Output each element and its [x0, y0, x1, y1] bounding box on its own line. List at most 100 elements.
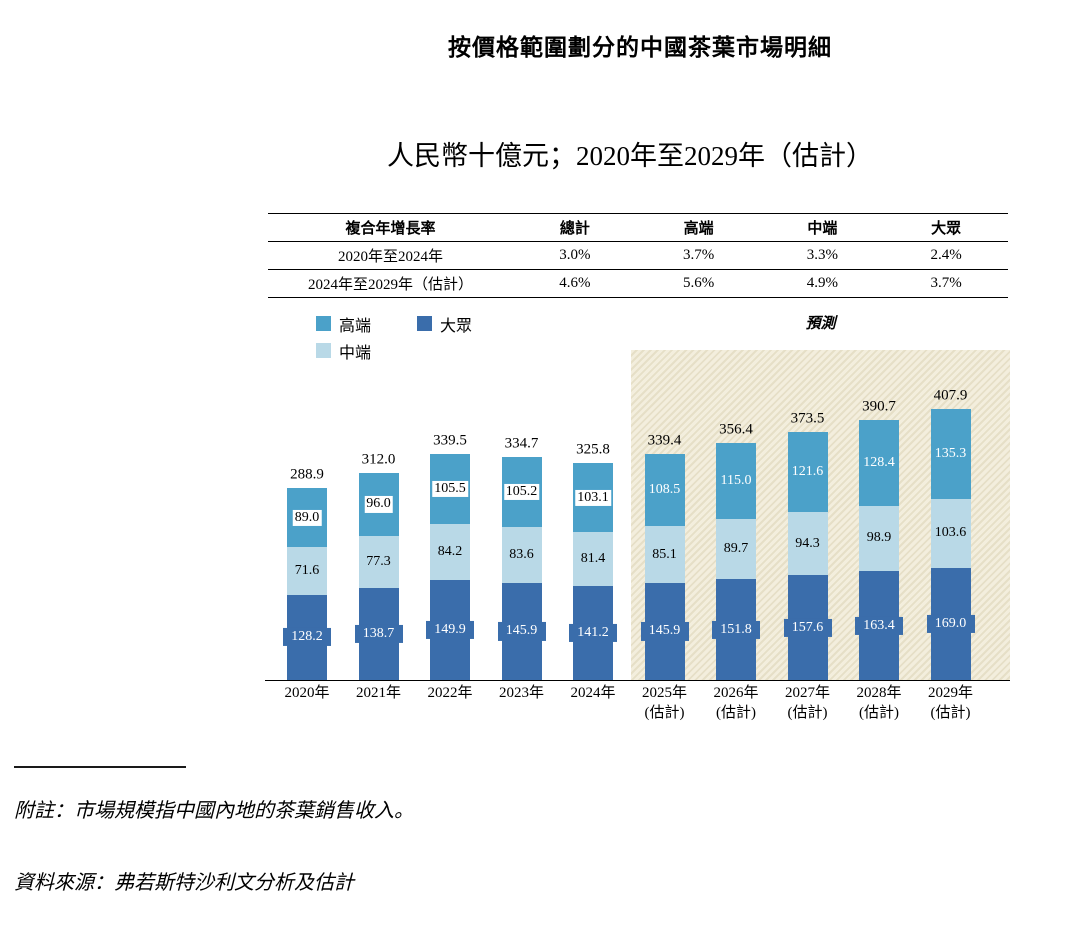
segment-value-label: 145.9: [640, 622, 689, 641]
legend-row-1: 高端 大眾: [316, 310, 518, 337]
segment-value-label: 135.3: [934, 445, 967, 461]
x-axis-label: 2027年 (估計): [784, 685, 830, 721]
forecast-label: 預測: [805, 316, 836, 332]
bar-total-label: 373.5: [790, 410, 825, 427]
cagr-table-header-row: 複合年增長率 總計 高端 中端 大眾: [268, 213, 1008, 242]
segment-value-label: 83.6: [509, 547, 534, 563]
bar-segment-mid: [358, 536, 399, 588]
bar-total-label: 407.9: [933, 387, 968, 404]
bar-segment-high: [859, 420, 899, 506]
cell-total: 4.6%: [559, 275, 591, 291]
x-axis-label: 2020年: [284, 685, 330, 701]
segment-value-label: 81.4: [580, 550, 606, 566]
segment-value-label: 138.7: [354, 624, 403, 643]
page-title: 按價格範圍劃分的中國茶葉市場明細: [448, 35, 832, 60]
segment-value-label: 89.0: [292, 509, 322, 526]
footnote-source: 資料來源：弗若斯特沙利文分析及估計: [14, 872, 354, 894]
cell-mass: 3.7%: [930, 275, 962, 291]
segment-value-label: 71.6: [294, 562, 320, 578]
cagr-table-row-2024-2029: 2024年至2029年（估計） 4.6% 5.6% 4.9% 3.7%: [268, 270, 1008, 298]
highend-swatch-icon: [316, 316, 331, 331]
cell-midend: 4.9%: [806, 275, 838, 291]
stacked-bar-chart: 128.2 71.6 89.0 288.9 138.7 77.3 96.0 312.0 149.…: [265, 350, 1010, 721]
x-axis-label: 2024年: [570, 685, 616, 701]
chart-subtitle: 人民幣十億元；2020年至2029年（估計）: [387, 141, 873, 171]
bar-total-label: 339.4: [647, 432, 682, 449]
bar-segment-mid: [287, 547, 327, 595]
bar-segment-high: [930, 408, 971, 499]
bar-total-label: 334.7: [504, 435, 539, 452]
bars-layer: 128.2 71.6 89.0 288.9 138.7 77.3 96.0 312.0 149.…: [265, 350, 1010, 680]
x-axis-label: 2028年 (估計): [856, 685, 902, 721]
segment-value-label: 115.0: [720, 473, 752, 489]
segment-value-label: 94.3: [795, 535, 820, 551]
legend-label: 中端: [339, 344, 372, 362]
segment-value-label: 151.8: [712, 620, 760, 639]
chart-legend: 高端 大眾 中端: [316, 310, 518, 364]
midend-swatch-icon: [316, 343, 331, 358]
segment-value-label: 108.5: [648, 482, 681, 498]
segment-value-label: 98.9: [866, 530, 892, 546]
bar-segment-high: [716, 442, 756, 520]
bar-segment-high: [787, 431, 828, 513]
bar-segment-mid: [859, 505, 899, 572]
segment-value-label: 85.1: [652, 546, 677, 562]
bar-total-label: 356.4: [719, 421, 753, 438]
x-axis-label: 2026年 (估計): [713, 685, 759, 721]
segment-value-label: 128.4: [863, 454, 895, 470]
cagr-header-label: 複合年增長率: [345, 221, 436, 237]
cell-midend: 3.3%: [806, 247, 838, 263]
x-axis-label: 2021年: [355, 685, 401, 701]
bar-total-label: 339.5: [433, 432, 467, 449]
row-label: 2024年至2029年（估計）: [307, 277, 473, 293]
x-axis: 2020年 2021年 2022年 2023年 2024年 2025年 (估計) 2026年(…: [265, 684, 1010, 730]
segment-value-label: 145.9: [497, 622, 546, 641]
cell-total: 3.0%: [559, 247, 591, 263]
legend-item-midend: 中端: [316, 339, 371, 363]
segment-value-label: 89.7: [723, 541, 749, 557]
x-axis-label: 2022年: [427, 685, 473, 701]
x-axis-label: 2029年 (估計): [927, 685, 973, 721]
row-label: 2020年至2024年: [337, 249, 443, 265]
bar-segment-high: [644, 454, 685, 527]
bar-segment-mid: [430, 524, 470, 581]
bar-segment-mid: [716, 519, 756, 580]
segment-value-label: 141.2: [569, 624, 617, 643]
cell-highend: 5.6%: [683, 275, 715, 291]
cagr-header-total: 總計: [559, 221, 590, 237]
bar-segment-mid: [501, 527, 542, 583]
cell-mass: 2.4%: [930, 247, 962, 263]
segment-value-label: 149.9: [426, 621, 474, 640]
legend-item-mass: 大眾: [417, 312, 472, 336]
footnote-divider: [14, 766, 186, 768]
segment-value-label: 103.1: [575, 489, 611, 506]
segment-value-label: 103.6: [934, 525, 967, 541]
bar-segment-mid: [930, 498, 971, 568]
segment-value-label: 157.6: [783, 618, 832, 637]
legend-label: 高端: [339, 317, 372, 335]
cell-highend: 3.7%: [683, 247, 715, 263]
x-axis-label: 2025年 (估計): [641, 685, 687, 721]
segment-value-label: 163.4: [855, 616, 903, 635]
cagr-header-midend: 中端: [807, 221, 838, 237]
segment-value-label: 105.5: [432, 481, 468, 498]
bar-total-label: 325.8: [576, 441, 610, 458]
segment-value-label: 128.2: [283, 628, 331, 647]
bar-segment-mid: [644, 526, 685, 583]
segment-value-label: 121.6: [791, 464, 824, 479]
legend-row-2: 中端: [316, 337, 518, 364]
cagr-header-highend: 高端: [683, 221, 714, 237]
segment-value-label: 96.0: [364, 496, 393, 513]
bar-total-label: 288.9: [290, 466, 324, 483]
legend-label: 大眾: [440, 317, 473, 335]
bar-total-label: 390.7: [862, 398, 896, 415]
footnote-note: 附註：市場規模指中國內地的茶葉銷售收入。: [14, 800, 414, 822]
cagr-table: 複合年增長率 總計 高端 中端 大眾 2020年至2024年 3.0% 3.7%…: [268, 213, 1008, 298]
cagr-table-row-2020-2024: 2020年至2024年 3.0% 3.7% 3.3% 2.4%: [268, 242, 1008, 270]
legend-item-highend: 高端: [316, 312, 371, 336]
bar-segment-mid: [787, 512, 828, 576]
x-axis-label: 2023年: [498, 685, 544, 701]
bar-total-label: 312.0: [361, 451, 396, 468]
segment-value-label: 84.2: [437, 544, 463, 560]
